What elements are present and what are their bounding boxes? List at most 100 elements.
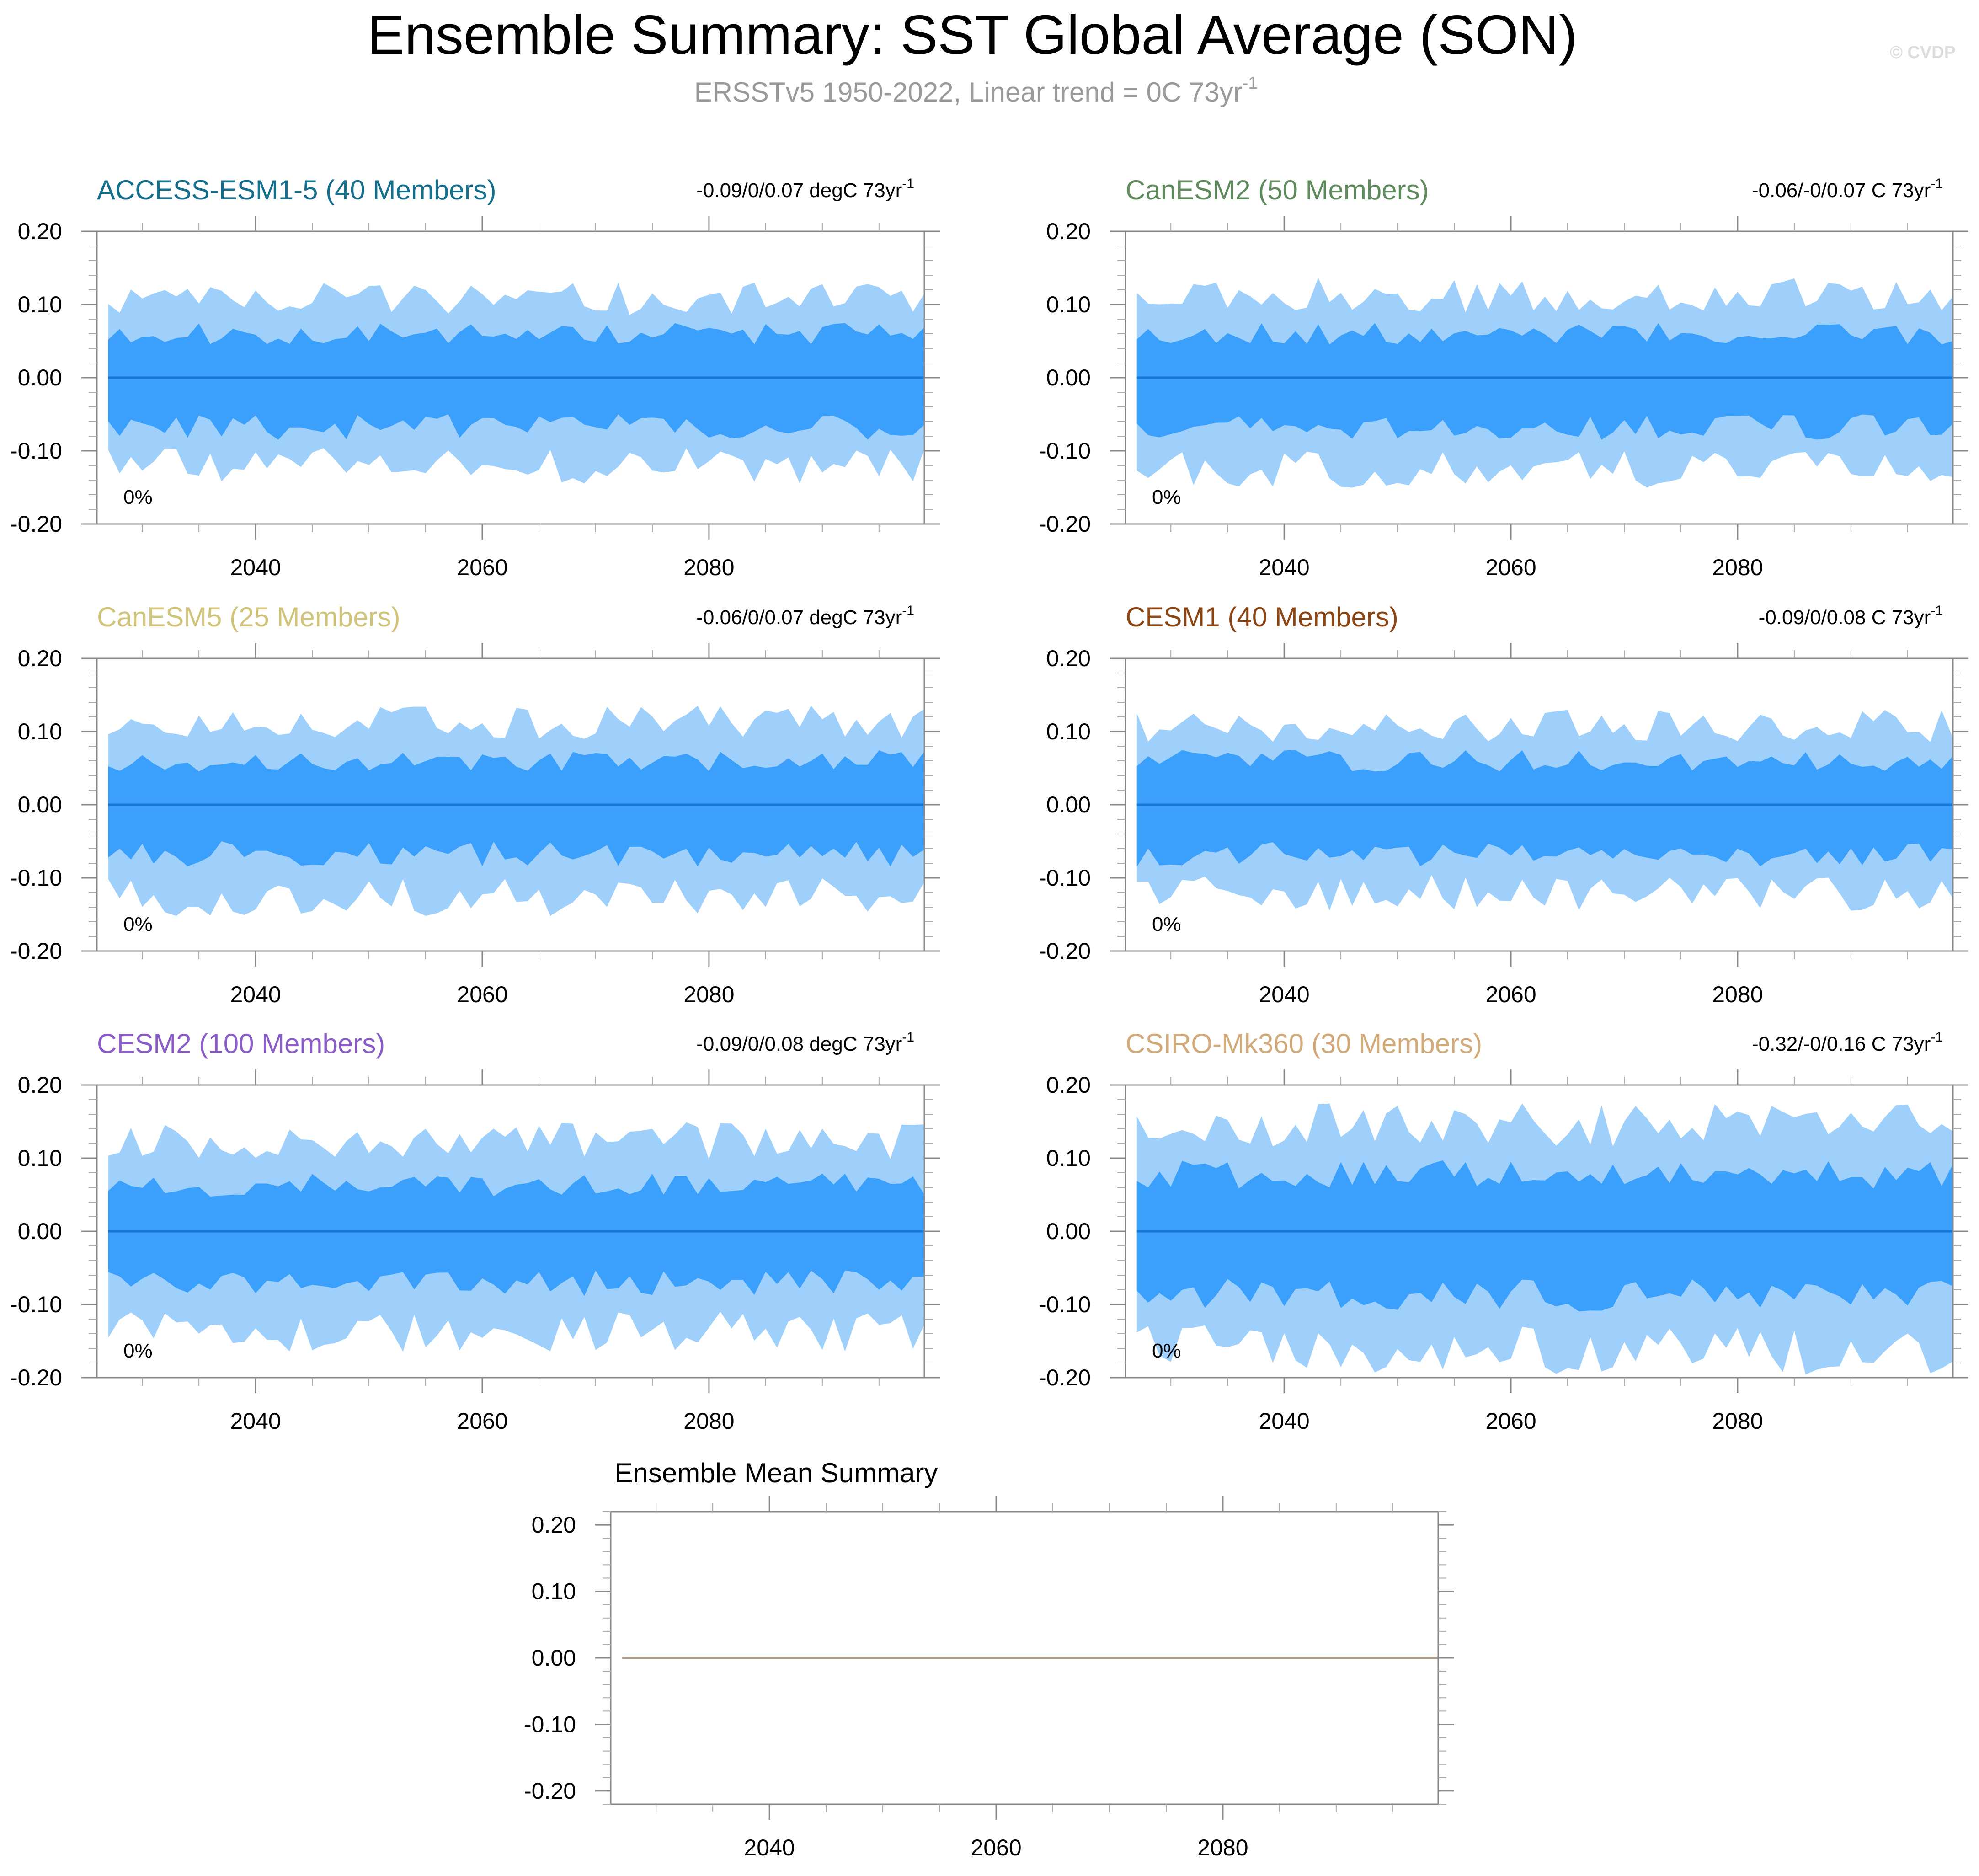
x-tick-label: 2040 — [1259, 555, 1310, 580]
y-tick-label: 0.00 — [1046, 792, 1091, 818]
x-tick-label: 2040 — [230, 555, 281, 580]
y-tick-label: -0.20 — [524, 1778, 576, 1804]
y-tick-label: -0.10 — [1039, 438, 1091, 464]
x-tick-label: 2080 — [683, 982, 734, 1007]
x-tick-label: 2060 — [1485, 1408, 1536, 1434]
figure-subtitle-text: ERSSTv5 1950-2022, Linear trend = 0C 73y… — [694, 77, 1243, 107]
x-tick-label: 2060 — [971, 1835, 1021, 1860]
y-tick-label: 0.00 — [1046, 365, 1091, 390]
y-tick-label: 0.00 — [18, 792, 62, 818]
panel-csiro-mk360-30-members: 2040 2060 2080 0.20 0.10 0.00 -0.10 -0.20 CSIRO-… — [1039, 1028, 1968, 1434]
y-tick-label: 0.20 — [1046, 219, 1091, 244]
y-tick-label: 0.10 — [18, 292, 62, 317]
figure-subtitle-superscript: -1 — [1243, 74, 1258, 93]
x-tick-label: 2040 — [230, 1408, 281, 1434]
watermark: © CVDP — [1890, 43, 1956, 62]
y-tick-label: -0.10 — [1039, 865, 1091, 891]
trend-label-superscript: -1 — [902, 603, 914, 618]
trend-label-text: -0.06/0/0.07 degC 73yr — [696, 606, 902, 629]
y-tick-label: -0.10 — [524, 1711, 576, 1737]
x-tick-label: 2040 — [1259, 982, 1310, 1007]
trend-label: -0.06/-0/0.07 C 73yr-1 — [1752, 176, 1943, 202]
trend-label: -0.32/-0/0.16 C 73yr-1 — [1752, 1030, 1943, 1055]
y-tick-label: 0.00 — [1046, 1219, 1091, 1244]
y-tick-label: -0.20 — [10, 1365, 62, 1390]
y-tick-label: -0.20 — [10, 938, 62, 964]
trend-label: -0.09/0/0.08 degC 73yr-1 — [696, 1030, 914, 1055]
y-tick-label: 0.10 — [18, 719, 62, 744]
x-tick-label: 2080 — [1712, 555, 1763, 580]
x-tick-label: 2040 — [230, 982, 281, 1007]
y-tick-label: 0.20 — [18, 646, 62, 671]
inner-spread-band — [1136, 323, 1953, 440]
trend-label: -0.06/0/0.07 degC 73yr-1 — [696, 603, 914, 629]
figure-title: Ensemble Summary: SST Global Average (SO… — [368, 4, 1578, 66]
trend-label-superscript: -1 — [1931, 176, 1943, 191]
figure-subtitle: ERSSTv5 1950-2022, Linear trend = 0C 73y… — [694, 74, 1258, 107]
panel-canesm5-25-members: 2040 2060 2080 0.20 0.10 0.00 -0.10 -0.20 CanESM… — [10, 602, 940, 1007]
y-tick-label: 0.00 — [18, 1219, 62, 1244]
y-tick-label: 0.00 — [532, 1645, 576, 1671]
y-tick-label: 0.20 — [18, 1072, 62, 1098]
y-tick-label: -0.10 — [10, 865, 62, 891]
trend-label: -0.09/0/0.08 C 73yr-1 — [1759, 603, 1943, 629]
x-tick-label: 2080 — [1712, 1408, 1763, 1434]
trend-label-superscript: -1 — [1931, 1030, 1943, 1045]
panel-ensemble-mean-summary: 2040 2060 2080 0.20 0.10 0.00 -0.10 -0.20 Ensemb… — [524, 1458, 1454, 1860]
percent-label: 0% — [1152, 913, 1181, 935]
x-tick-label: 2060 — [1485, 555, 1536, 580]
panel-title: Ensemble Mean Summary — [615, 1458, 938, 1488]
percent-label: 0% — [1152, 1340, 1181, 1362]
trend-label-text: -0.09/0/0.07 degC 73yr — [696, 179, 902, 202]
x-tick-label: 2060 — [1485, 982, 1536, 1007]
panel-title: CanESM2 (50 Members) — [1126, 175, 1429, 205]
panel-title: ACCESS-ESM1-5 (40 Members) — [97, 175, 496, 205]
x-tick-label: 2060 — [457, 1408, 507, 1434]
inner-spread-band — [1136, 750, 1953, 867]
y-tick-label: -0.10 — [1039, 1292, 1091, 1317]
trend-label: -0.09/0/0.07 degC 73yr-1 — [696, 176, 914, 202]
trend-label-superscript: -1 — [902, 1030, 914, 1045]
panel-cesm2-100-members: 2040 2060 2080 0.20 0.10 0.00 -0.10 -0.20 CESM2 … — [10, 1028, 940, 1434]
x-tick-label: 2040 — [744, 1835, 795, 1860]
trend-label-text: -0.09/0/0.08 degC 73yr — [696, 1033, 902, 1055]
x-tick-label: 2080 — [683, 555, 734, 580]
y-tick-label: 0.20 — [1046, 646, 1091, 671]
percent-label: 0% — [123, 486, 153, 508]
inner-spread-band — [108, 1174, 924, 1296]
y-tick-label: -0.20 — [10, 511, 62, 537]
inner-spread-band — [108, 750, 924, 867]
y-tick-label: -0.20 — [1039, 1365, 1091, 1390]
y-tick-label: 0.20 — [1046, 1072, 1091, 1098]
panel-title: CSIRO-Mk360 (30 Members) — [1126, 1028, 1482, 1059]
y-tick-label: 0.10 — [1046, 1145, 1091, 1171]
y-tick-label: 0.00 — [18, 365, 62, 390]
inner-spread-band — [108, 323, 924, 440]
panel-title: CanESM5 (25 Members) — [97, 602, 400, 632]
x-tick-label: 2060 — [457, 555, 507, 580]
percent-label: 0% — [123, 913, 153, 935]
panel-cesm1-40-members: 2040 2060 2080 0.20 0.10 0.00 -0.10 -0.20 CESM1 … — [1039, 602, 1968, 1007]
panel-title: CESM2 (100 Members) — [97, 1028, 385, 1059]
x-tick-label: 2040 — [1259, 1408, 1310, 1434]
y-tick-label: -0.10 — [10, 1292, 62, 1317]
panel-canesm2-50-members: 2040 2060 2080 0.20 0.10 0.00 -0.10 -0.20 CanESM… — [1039, 175, 1968, 580]
x-tick-label: 2080 — [683, 1408, 734, 1434]
trend-label-text: -0.06/-0/0.07 C 73yr — [1752, 179, 1931, 202]
y-tick-label: 0.20 — [18, 219, 62, 244]
y-tick-label: 0.10 — [18, 1145, 62, 1171]
x-tick-label: 2080 — [1712, 982, 1763, 1007]
trend-label-text: -0.32/-0/0.16 C 73yr — [1752, 1033, 1931, 1055]
y-tick-label: 0.10 — [1046, 719, 1091, 744]
x-tick-label: 2080 — [1197, 1835, 1248, 1860]
trend-label-superscript: -1 — [902, 176, 914, 191]
y-tick-label: -0.20 — [1039, 511, 1091, 537]
inner-spread-band — [1136, 1160, 1953, 1312]
y-tick-label: -0.20 — [1039, 938, 1091, 964]
x-tick-label: 2060 — [457, 982, 507, 1007]
panel-title: CESM1 (40 Members) — [1126, 602, 1398, 632]
panel-access-esm1-5-40-members: 2040 2060 2080 0.20 0.10 0.00 -0.10 -0.20 ACCESS… — [10, 175, 940, 580]
percent-label: 0% — [123, 1340, 153, 1362]
